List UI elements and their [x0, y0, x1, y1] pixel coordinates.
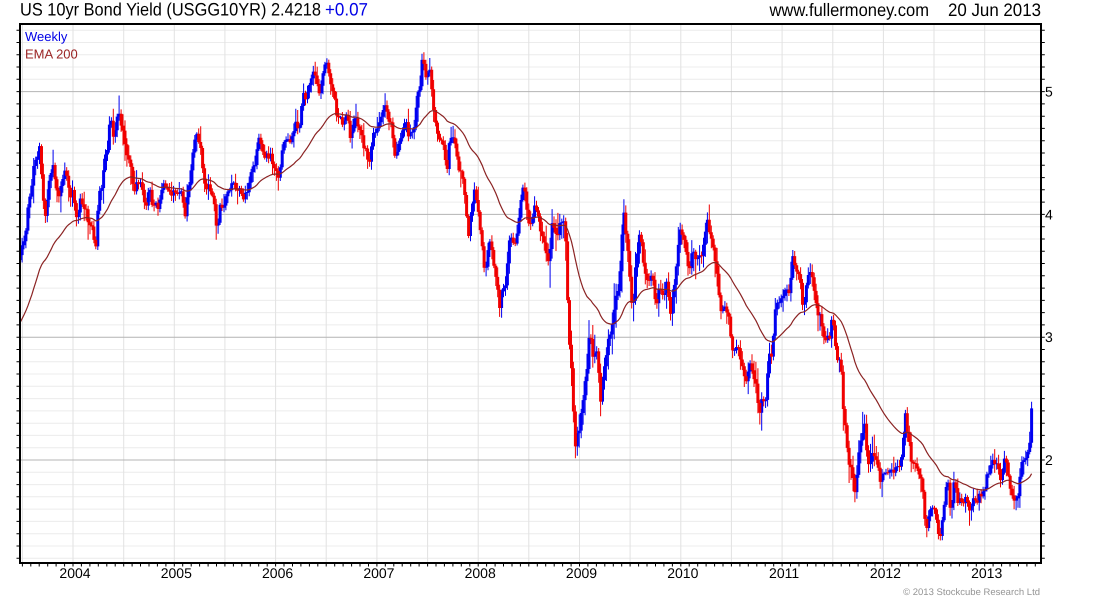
- svg-text:2010: 2010: [667, 565, 698, 581]
- svg-text:2007: 2007: [363, 565, 394, 581]
- svg-text:2008: 2008: [465, 565, 496, 581]
- svg-text:Weekly: Weekly: [25, 29, 68, 44]
- svg-text:© 2013 Stockcube Research Ltd: © 2013 Stockcube Research Ltd: [903, 587, 1040, 598]
- svg-text:2009: 2009: [566, 565, 597, 581]
- svg-text:2: 2: [1045, 452, 1053, 468]
- svg-text:2004: 2004: [59, 565, 90, 581]
- svg-text:2005: 2005: [161, 565, 192, 581]
- svg-text:www.fullermoney.com: www.fullermoney.com: [769, 0, 929, 20]
- svg-text:US 10yr Bond Yield (USGG10YR): US 10yr Bond Yield (USGG10YR) 2.4218: [20, 0, 321, 20]
- svg-text:2011: 2011: [769, 565, 799, 581]
- svg-text:2006: 2006: [262, 565, 293, 581]
- svg-text:+0.07: +0.07: [325, 0, 368, 20]
- svg-text:4: 4: [1045, 206, 1053, 222]
- svg-text:5: 5: [1045, 84, 1053, 100]
- svg-text:2013: 2013: [971, 565, 1002, 581]
- svg-text:2012: 2012: [870, 565, 901, 581]
- svg-text:20 Jun 2013: 20 Jun 2013: [948, 0, 1041, 20]
- svg-text:EMA 200: EMA 200: [25, 47, 78, 62]
- svg-text:3: 3: [1045, 329, 1053, 345]
